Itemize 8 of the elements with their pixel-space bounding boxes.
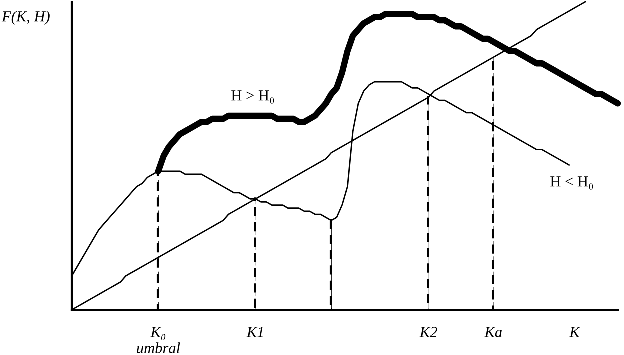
y-axis-title: F(K, H) — [2, 11, 50, 25]
x-tick-label: K2 — [420, 327, 438, 338]
x-tick-label: Ka — [484, 327, 502, 338]
annotation: H > H₀ — [232, 90, 274, 104]
x-tick-label: K1 — [246, 327, 264, 338]
x-tick-label: K₀ umbral — [137, 327, 180, 354]
annotation: H < H₀ — [550, 176, 594, 190]
x-tick-label: K — [569, 327, 581, 338]
